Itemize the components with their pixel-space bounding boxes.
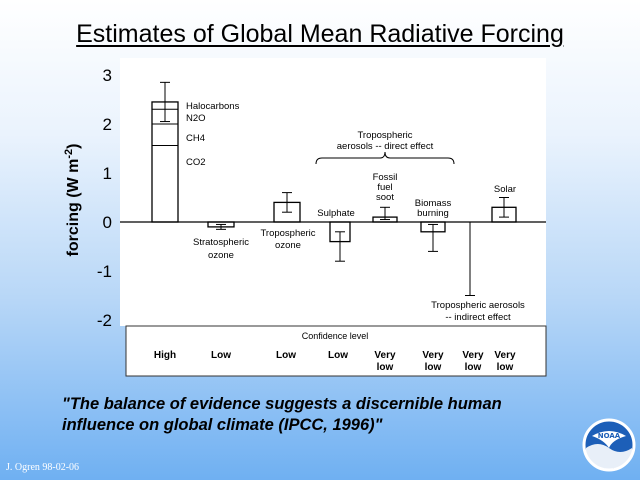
confidence-level-label: low [465,362,482,373]
confidence-header: Confidence level [302,331,369,341]
confidence-level-label: Low [328,350,348,361]
ipcc-quote-line-1: "The balance of evidence suggests a disc… [62,395,502,413]
label-fossil-3: soot [376,192,394,203]
confidence-level-label: Very [374,350,396,361]
label-fossil-1: Fossil [373,172,398,183]
author-credit: J. Ogren 98-02-06 [6,462,80,473]
label-indirect-1: Tropospheric aerosols [431,300,525,311]
confidence-level-label: Very [462,350,484,361]
label-halocarbons: Halocarbons [186,101,240,112]
confidence-level-label: High [154,350,176,361]
label-sulphate: Sulphate [317,208,355,219]
label-ch4: CH4 [186,133,205,144]
label-tropospheric-ozone-1: Tropospheric [260,228,315,239]
label-biomass-1: Biomass [415,198,452,209]
ipcc-quote-line-2: influence on global climate (IPCC, 1996)… [62,416,383,434]
confidence-level-label: Low [211,350,231,361]
confidence-level-label: Very [422,350,444,361]
y-tick-label: 0 [103,213,112,232]
brace-aerosols-direct [315,151,455,165]
plot-area [120,58,546,326]
y-tick-label: 3 [103,66,112,85]
confidence-level-label: Low [276,350,296,361]
ipcc-quote: "The balance of evidence suggests a disc… [62,394,582,436]
label-fossil-2: fuel [377,182,392,193]
label-biomass-2: burning [417,208,449,219]
label-aerosols-direct-1: Tropospheric [357,130,412,141]
y-tick-label: -1 [97,262,112,281]
label-n2o: N2O [186,113,206,124]
label-indirect-2: -- indirect effect [445,312,511,323]
y-tick-label: 1 [103,164,112,183]
label-tropospheric-ozone-2: ozone [275,240,301,251]
noaa-logo: NOAA [582,418,636,472]
confidence-level-label: Very [494,350,516,361]
y-tick-label: 2 [103,115,112,134]
label-solar: Solar [494,184,516,195]
y-axis-label: forcing (W m-2) [63,144,82,257]
confidence-panel [125,325,547,377]
label-stratospheric-ozone-2: ozone [208,250,234,261]
noaa-logo-text: NOAA [598,432,621,440]
confidence-level-label: low [497,362,514,373]
label-stratospheric-ozone-1: Stratospheric [193,237,249,248]
label-aerosols-direct-2: aerosols -- direct effect [337,141,434,152]
y-tick-label: -2 [97,311,112,330]
confidence-level-label: low [377,362,394,373]
label-co2: CO2 [186,157,206,168]
confidence-level-label: low [425,362,442,373]
chart-title: Estimates of Global Mean Radiative Forci… [76,20,564,48]
